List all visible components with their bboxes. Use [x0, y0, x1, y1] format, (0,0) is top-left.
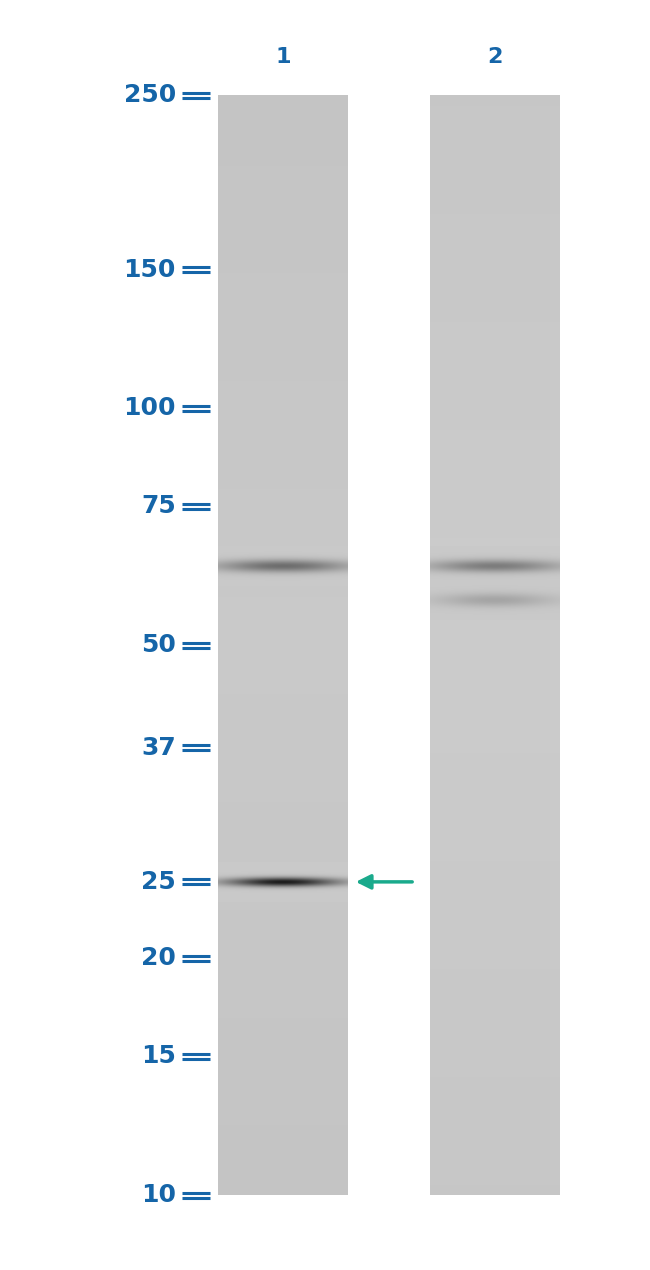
Text: 2: 2: [488, 47, 502, 67]
Text: 20: 20: [141, 946, 176, 970]
Text: 150: 150: [124, 258, 176, 282]
Text: 250: 250: [124, 83, 176, 107]
Text: 100: 100: [124, 396, 176, 420]
Text: 75: 75: [141, 494, 176, 518]
Text: 50: 50: [141, 632, 176, 657]
Text: 37: 37: [141, 735, 176, 759]
Text: 1: 1: [275, 47, 291, 67]
Text: 10: 10: [141, 1182, 176, 1206]
Text: 15: 15: [141, 1044, 176, 1068]
Text: 25: 25: [141, 870, 176, 894]
